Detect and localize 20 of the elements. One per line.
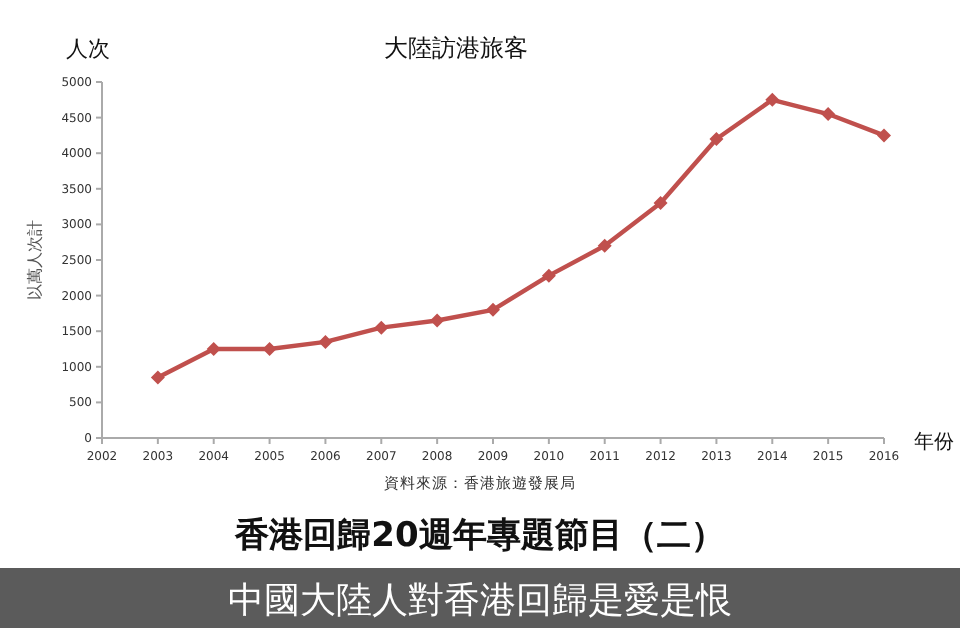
point xyxy=(262,342,277,356)
point xyxy=(709,131,724,146)
point xyxy=(430,313,445,328)
y-axis-title: 以萬人次計 xyxy=(26,220,44,300)
text: 人次 xyxy=(66,36,110,62)
point xyxy=(765,92,780,107)
text: 中國大陸人對香港回歸是愛是恨 xyxy=(228,580,732,622)
point xyxy=(597,238,612,253)
point xyxy=(318,334,333,349)
point xyxy=(653,196,668,211)
point xyxy=(821,107,836,122)
point xyxy=(374,320,389,335)
chart-title: 大陸訪港旅客 xyxy=(384,34,528,62)
point xyxy=(150,370,165,385)
point xyxy=(541,268,556,283)
point xyxy=(486,302,500,317)
point xyxy=(877,128,891,143)
text: 香港回歸20週年專題節目（二） xyxy=(233,516,725,556)
point xyxy=(206,342,221,356)
x-axis-title: 年份 xyxy=(914,430,954,454)
